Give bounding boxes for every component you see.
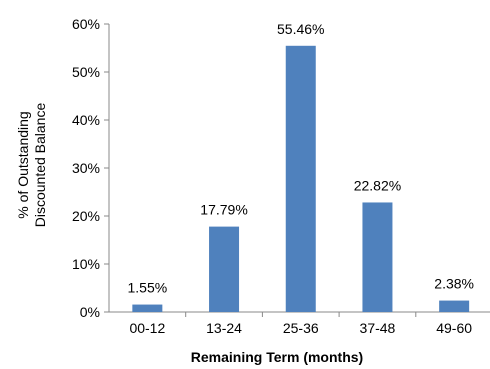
y-tick-label: 60% [72, 16, 100, 32]
bar [439, 300, 470, 312]
y-axis-ticks: 0% 10% 20% 30% 40% 50% 60% [72, 16, 109, 320]
bar [285, 45, 316, 313]
y-tick-label: 0% [80, 304, 100, 320]
x-tick-label: 37-48 [360, 320, 396, 336]
x-tick-label: 25-36 [283, 320, 319, 336]
y-tick-label: 50% [72, 64, 100, 80]
y-tick-label: 20% [72, 208, 100, 224]
y-tick-label: 40% [72, 112, 100, 128]
bar [362, 202, 393, 312]
data-label: 17.79% [200, 202, 247, 218]
data-label: 1.55% [127, 280, 167, 296]
y-axis-title-line-2: Discounted Balance [32, 103, 48, 228]
data-label: 22.82% [354, 177, 401, 193]
data-label: 2.38% [434, 276, 474, 292]
data-label: 55.46% [277, 21, 324, 37]
bar [209, 226, 240, 312]
x-tick-label: 00-12 [129, 320, 165, 336]
bar [132, 304, 163, 312]
x-tick-label: 13-24 [206, 320, 242, 336]
x-axis-ticks: 00-12 13-24 25-36 37-48 49-60 [129, 312, 472, 336]
y-tick-label: 10% [72, 256, 100, 272]
x-axis-title: Remaining Term (months) [191, 349, 363, 365]
y-axis-title: % of Outstanding Discounted Balance [15, 103, 48, 228]
y-tick-label: 30% [72, 160, 100, 176]
y-axis-title-line-1: % of Outstanding [15, 111, 31, 218]
bars: 1.55% 17.79% 55.46% 22.82% 2.38% [127, 21, 474, 313]
x-tick-label: 49-60 [436, 320, 472, 336]
